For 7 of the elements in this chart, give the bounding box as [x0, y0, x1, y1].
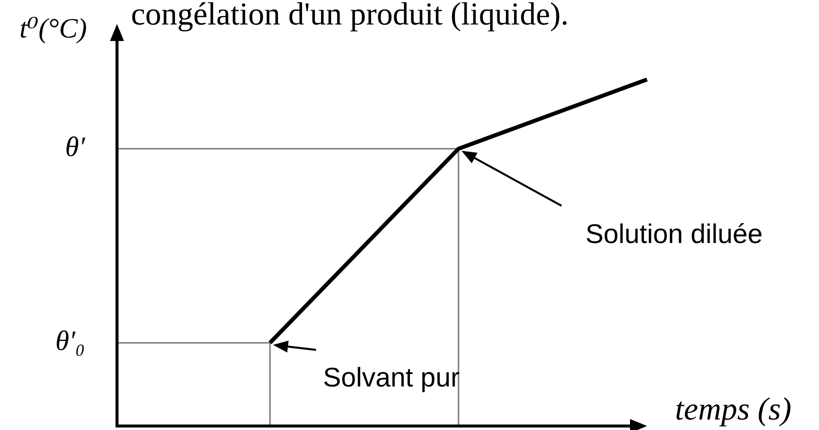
- ref-line-label: θ′: [65, 132, 86, 164]
- annotation: Solution diluée: [586, 219, 763, 250]
- ref-line-label: θ′₀: [55, 326, 85, 358]
- annotation: Solvant pur: [323, 362, 460, 392]
- x-axis-title: temps (s): [675, 390, 792, 426]
- chart-title: congélation d'un produit (liquide).: [131, 0, 569, 32]
- y-axis-title: t⁰(°C): [19, 13, 87, 44]
